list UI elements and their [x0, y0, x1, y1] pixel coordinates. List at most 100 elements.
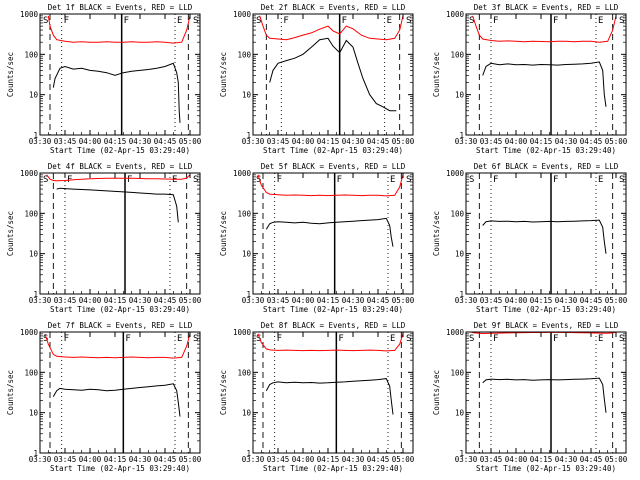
marker-label: E: [598, 334, 603, 344]
y-tick-label: 100: [237, 50, 251, 59]
series-line-events: [482, 377, 607, 413]
plot-frame: [252, 172, 414, 295]
x-axis-label: Start Time (02-Apr-15 03:29:40): [50, 464, 190, 473]
chart-title: Det 7f BLACK = Events, RED = LLD: [48, 321, 193, 330]
marker-label: S: [469, 16, 474, 26]
plot-frame: [465, 13, 627, 136]
x-tick-label: 03:45: [54, 296, 77, 305]
y-tick-label: 10: [29, 91, 39, 100]
x-tick-label: 05:00: [392, 455, 415, 464]
x-tick-label: 04:00: [292, 137, 315, 146]
series-line-lld: [46, 174, 191, 182]
plot-frame: [39, 331, 201, 454]
y-tick-label: 1: [246, 131, 251, 140]
x-tick-label: 03:30: [242, 137, 265, 146]
x-tick-label: 03:45: [267, 296, 290, 305]
marker-label: S: [469, 175, 474, 185]
y-tick-label: 1000: [20, 328, 39, 337]
x-tick-label: 03:30: [242, 296, 265, 305]
x-tick-label: 04:30: [129, 455, 152, 464]
x-tick-label: 05:00: [179, 296, 202, 305]
y-tick-label: 1000: [446, 328, 465, 337]
y-tick-label: 10: [455, 91, 465, 100]
marker-label: E: [390, 334, 395, 344]
x-tick-label: 04:30: [342, 296, 365, 305]
plot-frame: [39, 13, 201, 136]
x-axis-label: Start Time (02-Apr-15 03:29:40): [263, 305, 403, 314]
marker-label: F: [64, 16, 69, 26]
x-tick-label: 04:45: [154, 455, 177, 464]
x-tick-label: 04:15: [317, 296, 340, 305]
marker-label: F: [277, 334, 282, 344]
marker-label: F: [277, 175, 282, 185]
marker-label: F: [125, 334, 130, 344]
x-tick-label: 04:00: [79, 137, 102, 146]
x-tick-label: 04:00: [79, 296, 102, 305]
x-tick-label: 04:00: [79, 455, 102, 464]
y-axis-label: Counts/sec: [219, 211, 228, 256]
x-tick-label: 04:15: [317, 455, 340, 464]
x-tick-label: 05:00: [605, 296, 628, 305]
marker-label: S: [256, 175, 261, 185]
y-tick-label: 100: [24, 368, 38, 377]
y-axis-label: Counts/sec: [432, 211, 441, 256]
x-axis-label: Start Time (02-Apr-15 03:29:40): [263, 146, 403, 155]
plot-frame: [252, 331, 414, 454]
x-tick-label: 04:30: [555, 296, 578, 305]
y-axis-label: Counts/sec: [6, 211, 15, 256]
marker-label: E: [177, 16, 182, 26]
x-tick-label: 03:45: [480, 455, 503, 464]
x-tick-label: 03:30: [455, 296, 478, 305]
marker-label: F: [127, 175, 132, 185]
series-line-lld: [257, 174, 404, 197]
y-tick-label: 1000: [446, 10, 465, 19]
marker-label: E: [177, 334, 182, 344]
marker-label: S: [193, 16, 198, 26]
x-tick-label: 03:45: [54, 455, 77, 464]
chart-title: Det 3f BLACK = Events, RED = LLD: [474, 3, 619, 12]
x-tick-label: 03:30: [455, 137, 478, 146]
x-tick-label: 04:15: [104, 296, 127, 305]
y-tick-label: 100: [450, 209, 464, 218]
plot-frame: [252, 13, 414, 136]
y-axis-label: Counts/sec: [432, 52, 441, 97]
x-tick-label: 05:00: [179, 455, 202, 464]
plot-frame: [465, 331, 627, 454]
x-tick-label: 05:00: [392, 296, 415, 305]
x-tick-label: 04:45: [154, 137, 177, 146]
y-tick-label: 1: [246, 449, 251, 458]
plot-frame: [465, 172, 627, 295]
marker-label: S: [619, 334, 624, 344]
marker-label: S: [193, 334, 198, 344]
x-tick-label: 05:00: [179, 137, 202, 146]
x-tick-label: 04:30: [555, 137, 578, 146]
x-tick-label: 04:00: [292, 455, 315, 464]
y-tick-label: 10: [242, 409, 252, 418]
x-axis-label: Start Time (02-Apr-15 03:29:40): [50, 146, 190, 155]
x-tick-label: 04:15: [530, 137, 553, 146]
x-tick-label: 04:00: [505, 137, 528, 146]
marker-label: S: [406, 16, 411, 26]
x-axis-label: Start Time (02-Apr-15 03:29:40): [476, 464, 616, 473]
y-tick-label: 100: [24, 50, 38, 59]
y-tick-label: 1: [33, 449, 38, 458]
marker-label: F: [553, 16, 558, 26]
x-tick-label: 03:45: [480, 137, 503, 146]
chart-title: Det 2f BLACK = Events, RED = LLD: [261, 3, 406, 12]
y-tick-label: 1000: [233, 169, 252, 178]
x-tick-label: 03:30: [242, 455, 265, 464]
x-tick-label: 04:30: [555, 455, 578, 464]
series-line-events: [52, 383, 181, 417]
marker-label: E: [390, 175, 395, 185]
x-tick-label: 03:45: [267, 455, 290, 464]
x-axis-label: Start Time (02-Apr-15 03:29:40): [263, 464, 403, 473]
y-tick-label: 100: [24, 209, 38, 218]
y-axis-label: Counts/sec: [432, 370, 441, 415]
marker-label: S: [256, 334, 261, 344]
series-line-lld: [259, 15, 404, 41]
series-line-events: [269, 37, 397, 112]
y-tick-label: 10: [29, 409, 39, 418]
